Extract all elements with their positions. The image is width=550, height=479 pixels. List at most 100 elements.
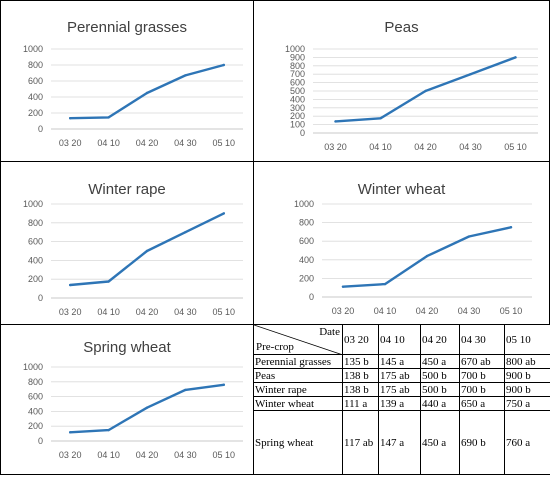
data-point <box>468 235 470 237</box>
x-tick-label: 05 10 <box>213 138 236 148</box>
x-tick-label: 04 10 <box>97 307 120 317</box>
table-cell: 450 a <box>421 411 460 475</box>
data-point <box>107 116 109 118</box>
data-point <box>184 231 186 233</box>
y-tick-label: 0 <box>38 436 43 446</box>
y-tick-label: 400 <box>28 92 43 102</box>
table-cell: 900 b <box>505 383 550 397</box>
x-tick-label: 03 20 <box>59 138 82 148</box>
x-tick-label: 04 30 <box>174 450 197 460</box>
y-tick-label: 600 <box>28 392 43 402</box>
table-cell: 750 a <box>505 397 550 411</box>
x-tick-label: 04 20 <box>414 142 437 152</box>
x-tick-label: 05 10 <box>500 306 523 316</box>
x-tick-label: 05 10 <box>213 450 236 460</box>
table-cell: 138 b <box>343 383 379 397</box>
chart-title: Spring wheat <box>1 339 253 356</box>
table-row: Winter rape 138 b 175 ab 500 b 700 b 900… <box>254 383 550 397</box>
data-point <box>69 117 71 119</box>
data-point <box>379 117 381 119</box>
data-point <box>146 407 148 409</box>
data-point <box>146 250 148 252</box>
table-cell: 138 b <box>343 369 379 383</box>
table-header-row: Date Pre-crop 03 20 04 10 04 20 04 30 05… <box>254 325 550 355</box>
table-cell: 760 a <box>505 411 550 475</box>
table-row: Peas 138 b 175 ab 500 b 700 b 900 b <box>254 369 550 383</box>
y-tick-label: 400 <box>28 406 43 416</box>
y-tick-label: 400 <box>28 255 43 265</box>
row-label: Peas <box>254 369 343 383</box>
data-point <box>184 389 186 391</box>
data-point <box>384 283 386 285</box>
data-point <box>510 226 512 228</box>
table-cell: 500 b <box>421 383 460 397</box>
header-precrop-label: Pre-crop <box>256 341 294 353</box>
column-header: 04 30 <box>460 325 505 355</box>
x-tick-label: 04 20 <box>136 450 159 460</box>
chart-title: Perennial grasses <box>1 19 253 36</box>
data-point <box>424 90 426 92</box>
x-tick-label: 04 20 <box>416 306 439 316</box>
y-tick-label: 200 <box>28 421 43 431</box>
y-tick-label: 600 <box>299 236 314 246</box>
y-tick-label: 200 <box>28 108 43 118</box>
data-table: Date Pre-crop 03 20 04 10 04 20 04 30 05… <box>253 324 550 475</box>
y-tick-label: 0 <box>309 292 314 302</box>
table-cell: 117 ab <box>343 411 379 475</box>
data-point <box>514 56 516 58</box>
column-header: 04 10 <box>379 325 421 355</box>
y-tick-label: 800 <box>28 60 43 70</box>
x-tick-label: 03 20 <box>59 450 82 460</box>
data-point <box>223 384 225 386</box>
x-tick-label: 03 20 <box>324 142 347 152</box>
x-tick-label: 04 20 <box>136 138 159 148</box>
data-point <box>426 255 428 257</box>
table-cell: 135 b <box>343 355 379 369</box>
x-tick-label: 04 30 <box>174 138 197 148</box>
chart-title: Peas <box>254 19 549 36</box>
x-tick-label: 05 10 <box>504 142 527 152</box>
table-cell: 440 a <box>421 397 460 411</box>
y-tick-label: 1000 <box>23 199 43 209</box>
table-cell: 700 b <box>460 383 505 397</box>
series-line <box>70 213 224 285</box>
table-cell: 111 a <box>343 397 379 411</box>
table-cell: 690 b <box>460 411 505 475</box>
table-cell: 800 ab <box>505 355 550 369</box>
series-line <box>336 57 516 121</box>
y-tick-label: 800 <box>28 377 43 387</box>
data-point <box>107 429 109 431</box>
x-tick-label: 04 20 <box>136 307 159 317</box>
table-row: Winter wheat 111 a 139 a 440 a 650 a 750… <box>254 397 550 411</box>
x-tick-label: 04 30 <box>459 142 482 152</box>
column-header: 04 20 <box>421 325 460 355</box>
chart-title: Winter rape <box>1 181 253 198</box>
table-cell: 670 ab <box>460 355 505 369</box>
table-row: Perennial grasses 135 b 145 a 450 a 670 … <box>254 355 550 369</box>
y-tick-label: 200 <box>299 273 314 283</box>
table-cell: 175 ab <box>379 369 421 383</box>
data-point <box>69 284 71 286</box>
y-tick-label: 0 <box>38 293 43 303</box>
y-tick-label: 600 <box>28 237 43 247</box>
data-point <box>107 280 109 282</box>
header-date-label: Date <box>319 326 340 338</box>
table-row: Spring wheat 117 ab 147 a 450 a 690 b 76… <box>254 411 550 475</box>
y-tick-label: 800 <box>299 218 314 228</box>
row-label: Winter wheat <box>254 397 343 411</box>
y-tick-label: 800 <box>28 218 43 228</box>
series-line <box>70 65 224 118</box>
column-header: 05 10 <box>505 325 550 355</box>
data-point <box>334 120 336 122</box>
y-tick-label: 0 <box>38 124 43 134</box>
y-tick-label: 1000 <box>294 199 314 209</box>
x-tick-label: 04 30 <box>458 306 481 316</box>
data-point <box>342 285 344 287</box>
row-label: Spring wheat <box>254 411 343 475</box>
x-tick-label: 04 10 <box>374 306 397 316</box>
y-tick-label: 1000 <box>285 44 305 54</box>
table-cell: 175 ab <box>379 383 421 397</box>
x-tick-label: 03 20 <box>59 307 82 317</box>
